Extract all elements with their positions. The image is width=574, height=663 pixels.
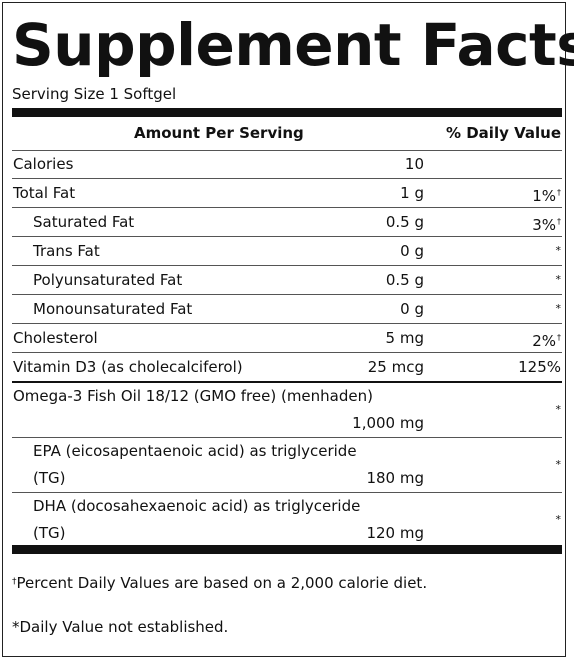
nutrient-name: EPA (eicosapentaenoic acid) as triglycer… — [33, 442, 357, 460]
nutrient-table: Calories 10 Total Fat 1 g 1%† Saturated … — [12, 150, 562, 547]
nutrient-daily-value: 1%† — [532, 187, 561, 205]
table-row-saturated-fat: Saturated Fat 0.5 g 3%† — [12, 208, 562, 237]
nutrient-daily-value: * — [555, 458, 562, 471]
table-row-trans-fat: Trans Fat 0 g * — [12, 237, 562, 266]
nutrient-amount: 25 mcg — [367, 358, 424, 376]
table-row-dha: DHA (docosahexaenoic acid) as triglyceri… — [12, 493, 562, 547]
column-header: Amount Per Serving % Daily Value — [12, 117, 562, 151]
nutrient-daily-value: * — [555, 513, 562, 526]
nutrient-daily-value: * — [555, 273, 562, 286]
nutrient-amount: 180 mg — [366, 469, 424, 487]
nutrient-amount: 0.5 g — [385, 271, 424, 289]
nutrient-name: Total Fat — [13, 184, 76, 202]
nutrient-name-line2: (TG) — [33, 469, 66, 487]
table-row-epa: EPA (eicosapentaenoic acid) as triglycer… — [12, 438, 562, 493]
nutrient-name: Calories — [13, 155, 74, 173]
nutrient-name: Saturated Fat — [33, 213, 135, 231]
nutrient-amount: 10 — [404, 155, 424, 173]
serving-size: Serving Size 1 Softgel — [12, 85, 177, 103]
dagger-mark: † — [557, 188, 561, 197]
amount-per-serving-heading: Amount Per Serving — [134, 124, 304, 142]
nutrient-name: DHA (docosahexaenoic acid) as triglyceri… — [33, 497, 361, 515]
nutrient-amount: 120 mg — [366, 524, 424, 542]
nutrient-name: Cholesterol — [13, 329, 98, 347]
nutrient-daily-value: * — [555, 403, 562, 416]
nutrient-daily-value: 125% — [518, 358, 561, 376]
daily-value-heading: % Daily Value — [445, 124, 561, 142]
percent-daily-value-footnote: †Percent Daily Values are based on a 2,0… — [12, 574, 428, 592]
nutrient-amount: 0.5 g — [385, 213, 424, 231]
table-row-cholesterol: Cholesterol 5 mg 2%† — [12, 324, 562, 353]
table-row-polyunsaturated-fat: Polyunsaturated Fat 0.5 g * — [12, 266, 562, 295]
nutrient-amount: 1,000 mg — [352, 414, 424, 432]
table-row-calories: Calories 10 — [12, 150, 562, 179]
nutrient-name: Polyunsaturated Fat — [33, 271, 183, 289]
panel-title: Supplement Facts — [12, 11, 574, 79]
thick-divider-bottom — [12, 545, 562, 554]
dagger-mark: † — [557, 217, 561, 226]
nutrient-daily-value: * — [555, 244, 562, 257]
nutrient-name: Trans Fat — [33, 242, 100, 260]
nutrient-daily-value: 3%† — [532, 216, 561, 234]
table-row-monounsaturated-fat: Monounsaturated Fat 0 g * — [12, 295, 562, 324]
table-row-vitamin-d3: Vitamin D3 (as cholecalciferol) 25 mcg 1… — [12, 353, 562, 383]
nutrient-amount: 0 g — [400, 242, 424, 260]
thick-divider-top — [12, 108, 562, 117]
daily-value-not-established-footnote: *Daily Value not established. — [12, 618, 229, 636]
nutrient-daily-value: * — [555, 302, 562, 315]
dagger-mark: † — [12, 577, 17, 587]
nutrient-amount: 0 g — [400, 300, 424, 318]
nutrient-amount: 1 g — [400, 184, 424, 202]
nutrient-amount: 5 mg — [385, 329, 424, 347]
dagger-mark: † — [557, 333, 561, 342]
nutrient-name: Monounsaturated Fat — [33, 300, 193, 318]
table-row-total-fat: Total Fat 1 g 1%† — [12, 179, 562, 208]
nutrient-name-line2: (TG) — [33, 524, 66, 542]
nutrient-name: Vitamin D3 (as cholecalciferol) — [13, 358, 243, 376]
nutrient-name: Omega-3 Fish Oil 18/12 (GMO free) (menha… — [13, 387, 373, 405]
table-row-omega-3-fish-oil: Omega-3 Fish Oil 18/12 (GMO free) (menha… — [12, 383, 562, 438]
nutrient-daily-value: 2%† — [532, 332, 561, 350]
